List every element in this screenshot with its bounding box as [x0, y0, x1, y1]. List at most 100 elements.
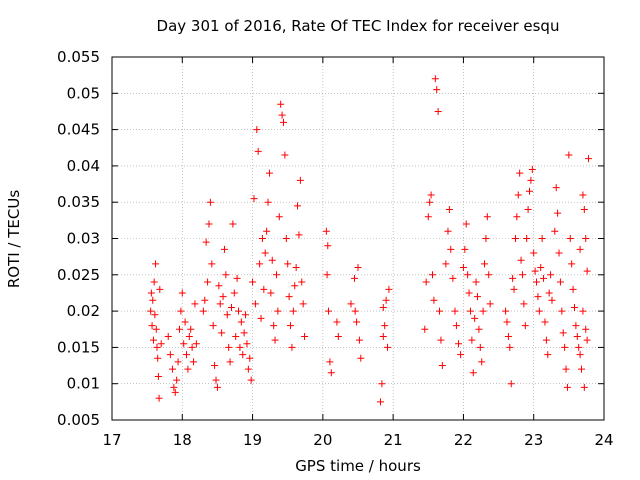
data-point: [289, 307, 297, 315]
data-point: [469, 369, 477, 377]
data-point: [323, 271, 331, 279]
data-point: [384, 343, 392, 351]
data-point: [272, 271, 280, 279]
data-point: [556, 278, 564, 286]
data-point: [183, 351, 191, 359]
y-tick-label: 0.04: [67, 157, 100, 175]
data-point: [281, 151, 289, 159]
data-point: [351, 307, 359, 315]
data-point: [580, 383, 588, 391]
grid-lines: [112, 57, 604, 420]
data-point: [256, 260, 264, 268]
data-point: [333, 318, 341, 326]
data-point: [243, 340, 251, 348]
data-point: [199, 307, 207, 315]
data-point: [578, 365, 586, 373]
data-point: [184, 365, 192, 373]
data-point: [449, 274, 457, 282]
data-point: [481, 260, 489, 268]
data-point: [190, 358, 198, 366]
data-point: [226, 358, 234, 366]
data-point: [525, 187, 533, 195]
data-point: [282, 235, 290, 242]
data-point: [296, 176, 304, 184]
data-point: [483, 213, 491, 221]
data-point: [152, 260, 160, 268]
y-tick-label: 0.005: [57, 411, 100, 429]
data-point: [270, 322, 278, 330]
data-point: [278, 111, 286, 119]
data-point: [174, 358, 182, 366]
data-point: [246, 354, 254, 362]
data-point: [482, 235, 490, 242]
data-point: [376, 398, 384, 406]
data-point: [178, 289, 186, 297]
x-tick-label: 19: [243, 431, 262, 449]
data-point: [149, 296, 157, 304]
data-point: [548, 296, 556, 304]
data-point: [357, 354, 365, 362]
data-point: [355, 336, 363, 344]
data-point: [475, 325, 483, 333]
data-point: [378, 380, 386, 388]
data-point: [155, 394, 163, 402]
data-point: [156, 285, 164, 293]
y-tick-label: 0.03: [67, 230, 100, 248]
data-point: [507, 380, 515, 388]
data-point: [213, 383, 221, 391]
data-point: [236, 343, 244, 351]
data-point: [479, 307, 487, 315]
data-point: [180, 340, 188, 348]
data-point: [354, 264, 362, 272]
data-point: [472, 278, 480, 286]
data-point: [426, 198, 434, 206]
data-point: [173, 376, 181, 384]
data-point: [227, 303, 235, 311]
data-point: [535, 307, 543, 315]
data-point: [294, 202, 302, 210]
data-point: [572, 322, 580, 330]
data-point: [327, 369, 335, 377]
data-point: [381, 322, 389, 330]
data-point: [514, 191, 522, 199]
x-tick-label: 23: [524, 431, 543, 449]
data-point: [459, 264, 467, 272]
data-point: [154, 372, 162, 380]
data-point: [478, 358, 486, 366]
data-point: [436, 307, 444, 315]
data-point: [583, 336, 591, 344]
data-point: [188, 343, 196, 351]
data-point: [561, 343, 569, 351]
data-point: [260, 285, 268, 293]
data-point: [506, 343, 514, 351]
data-point: [324, 307, 332, 315]
data-point: [202, 238, 210, 246]
data-point: [462, 220, 470, 228]
data-point: [264, 198, 272, 206]
data-point: [350, 274, 358, 282]
data-point: [232, 333, 240, 341]
data-point: [542, 336, 550, 344]
y-tick-label: 0.01: [67, 375, 100, 393]
data-point: [570, 303, 578, 311]
data-point: [212, 376, 220, 384]
data-point: [237, 318, 245, 326]
data-point: [170, 383, 178, 391]
x-tick-label: 18: [173, 431, 192, 449]
data-point: [164, 333, 172, 341]
x-tick-label: 17: [102, 431, 121, 449]
y-tick-label: 0.035: [57, 193, 100, 211]
data-point: [579, 191, 587, 199]
data-point: [473, 293, 481, 301]
data-point: [151, 311, 159, 319]
data-point: [187, 325, 195, 333]
data-point: [168, 365, 176, 373]
y-tick-label: 0.045: [57, 121, 100, 139]
data-point: [580, 205, 588, 213]
data-point: [240, 329, 248, 337]
data-point: [455, 340, 463, 348]
data-point: [254, 147, 262, 155]
x-tick-label: 24: [594, 431, 613, 449]
data-point: [284, 260, 292, 268]
y-tick-label: 0.025: [57, 266, 100, 284]
